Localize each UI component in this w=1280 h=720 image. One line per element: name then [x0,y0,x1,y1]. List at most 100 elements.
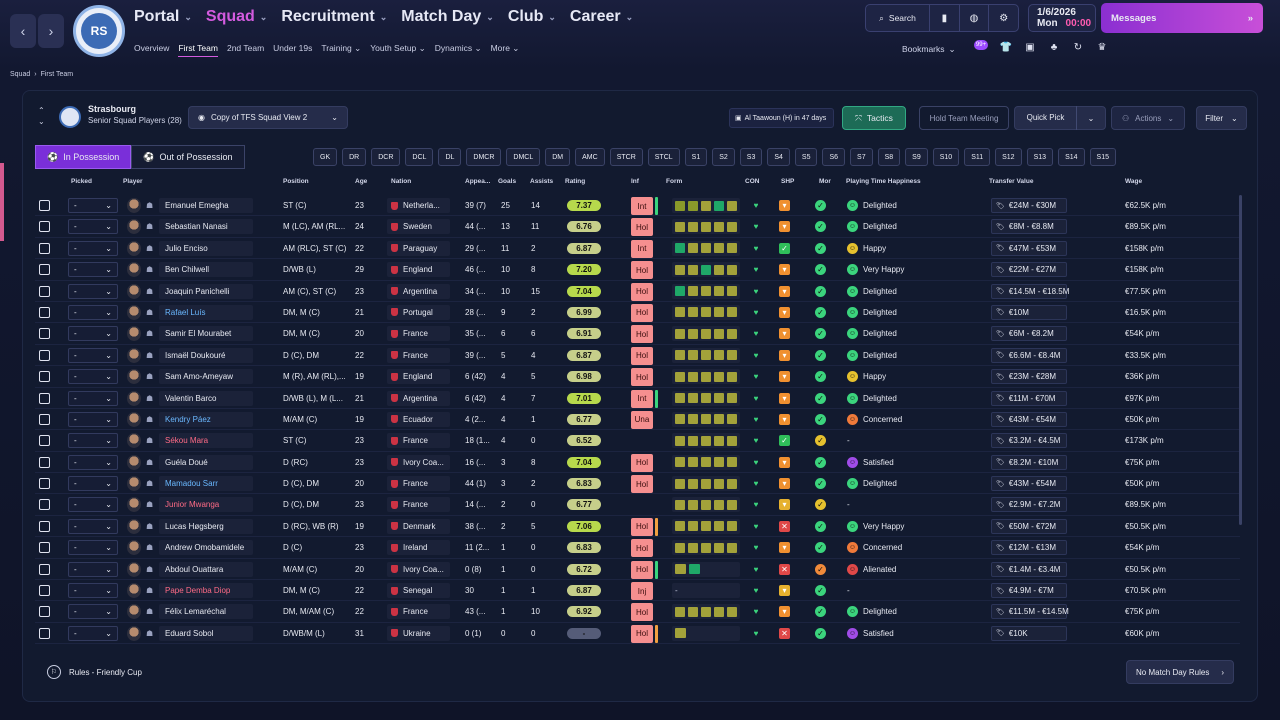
player-nation[interactable]: Sweden [387,219,450,235]
player-nation[interactable]: Senegal [387,583,450,599]
transfer-value[interactable]: 🏷 €23M - €28M [991,369,1067,385]
player-name[interactable]: Joaquin Panichelli [159,283,253,299]
position-slot-s4[interactable]: S4 [767,148,790,166]
transfer-value[interactable]: 🏷 €8M - €8.8M [991,219,1067,235]
player-nation[interactable]: Portugal [387,304,450,320]
col-rating[interactable]: Rating [565,178,586,185]
trophy-icon[interactable]: ♛ [1097,41,1107,53]
nav-recruitment[interactable]: Recruitment ⌄ [281,8,387,26]
select-checkbox[interactable] [39,221,50,233]
picked-dropdown[interactable]: - ⌄ [68,219,118,235]
transfer-value[interactable]: 🏷 €47M - €53M [991,240,1067,256]
filter-button[interactable]: Filter ⌄ [1196,106,1247,130]
position-slot-s13[interactable]: S13 [1026,148,1054,166]
nav-club[interactable]: Club ⌄ [508,8,556,26]
settings-button[interactable]: ⚙ [989,5,1018,31]
breadcrumb-first-team[interactable]: First Team [40,71,74,78]
picked-dropdown[interactable]: - ⌄ [68,411,118,427]
col-nation[interactable]: Nation [391,178,412,185]
player-name[interactable]: Rafael Luís [159,304,253,320]
nav-career[interactable]: Career ⌄ [570,8,633,26]
position-slot-dr[interactable]: DR [342,148,367,166]
picked-dropdown[interactable]: - ⌄ [68,583,118,599]
select-checkbox[interactable] [39,478,50,490]
subnav-2nd-team[interactable]: 2nd Team [227,43,264,57]
col-picked[interactable]: Picked [71,178,92,185]
table-row[interactable]: - ⌄ ☗ Guéla Doué D (RC) 23 Ivory Coa... 16 (...… [35,452,1240,474]
col-con[interactable]: CON [745,178,760,185]
player-name[interactable]: Sebastian Nanasi [159,219,253,235]
in-possession-tab[interactable]: ⚽ In Possession [35,145,132,169]
player-name[interactable]: Félix Lemaréchal [159,604,253,620]
picked-dropdown[interactable]: - ⌄ [68,369,118,385]
col-mor[interactable]: Mor [819,178,831,185]
player-nation[interactable]: France [387,476,450,492]
picked-dropdown[interactable]: - ⌄ [68,454,118,470]
transfer-value[interactable]: 🏷 €12M - €13M [991,540,1067,556]
position-slot-s2[interactable]: S2 [712,148,735,166]
quick-pick-button[interactable]: Quick Pick ⌄ [1014,106,1106,130]
table-row[interactable]: - ⌄ ☗ Emanuel Emegha ST (C) 23 Netherla... 39 (… [35,195,1240,217]
subnav-more[interactable]: More ⌄ [491,43,520,57]
player-nation[interactable]: England [387,369,450,385]
notification-badge[interactable]: 99+ [974,40,988,50]
select-checkbox[interactable] [39,242,50,254]
breadcrumb-squad[interactable]: Squad [10,71,31,78]
transfer-value[interactable]: 🏷 €10M [991,304,1067,320]
back-button[interactable]: ‹ [10,14,36,48]
table-row[interactable]: - ⌄ ☗ Félix Lemaréchal DM, M/AM (C) 22 France 4… [35,601,1240,623]
position-slot-s10[interactable]: S10 [932,148,960,166]
picked-dropdown[interactable]: - ⌄ [68,283,118,299]
table-row[interactable]: - ⌄ ☗ Lucas Høgsberg D (RC), WB (R) 19 Denmark… [35,516,1240,538]
player-nation[interactable]: Ivory Coa... [387,561,450,577]
col-inf[interactable]: Inf [631,178,639,185]
player-nation[interactable]: France [387,604,450,620]
player-name[interactable]: Guéla Doué [159,454,253,470]
globe-button[interactable]: ◍ [960,5,990,31]
select-checkbox[interactable] [39,413,50,425]
transfer-value[interactable]: 🏷 €11.5M - €14.5M [991,604,1069,620]
position-slot-s7[interactable]: S7 [850,148,873,166]
staff-icon[interactable]: ♣ [1050,41,1058,53]
player-nation[interactable]: Argentina [387,283,450,299]
player-name[interactable]: Mamadou Sarr [159,476,253,492]
player-nation[interactable]: Netherla... [387,198,450,213]
picked-dropdown[interactable]: - ⌄ [68,304,118,320]
picked-dropdown[interactable]: - ⌄ [68,198,118,213]
transfer-value[interactable]: 🏷 €22M - €27M [991,262,1067,278]
picked-dropdown[interactable]: - ⌄ [68,561,118,577]
table-row[interactable]: - ⌄ ☗ Sam Amo-Ameyaw M (R), AM (RL),... 19 Eng… [35,366,1240,388]
col-shp[interactable]: SHP [781,178,795,185]
picked-dropdown[interactable]: - ⌄ [68,625,118,641]
position-slot-s9[interactable]: S9 [905,148,928,166]
bookmark-button[interactable]: ▮ [930,5,960,31]
select-checkbox[interactable] [39,520,50,532]
transfer-value[interactable]: 🏷 €2.9M - €7.2M [991,497,1067,513]
player-nation[interactable]: Paraguay [387,240,450,256]
transfer-value[interactable]: 🏷 €8.2M - €10M [991,454,1067,470]
side-tab[interactable] [0,163,4,241]
select-checkbox[interactable] [39,456,50,468]
player-name[interactable]: Samir El Mourabet [159,326,253,342]
player-name[interactable]: Eduard Sobol [159,625,253,641]
search-button[interactable]: ⌕ Search [866,5,930,31]
position-slot-s8[interactable]: S8 [877,148,901,166]
actions-button[interactable]: ⚇ Actions ⌄ [1111,106,1185,130]
select-checkbox[interactable] [39,627,50,639]
rules-info[interactable]: ⚐ Rules - Friendly Cup [47,665,142,679]
col-apps[interactable]: Appea... [465,178,491,185]
picked-dropdown[interactable]: - ⌄ [68,476,118,492]
position-slot-dl[interactable]: DL [438,148,462,166]
picked-dropdown[interactable]: - ⌄ [68,262,118,278]
club-crest[interactable]: RS [73,5,125,57]
col-age[interactable]: Age [355,178,368,185]
select-checkbox[interactable] [39,499,50,511]
player-name[interactable]: Kendry Páez [159,411,253,427]
picked-dropdown[interactable]: - ⌄ [68,240,118,256]
position-slot-s6[interactable]: S6 [822,148,846,166]
select-checkbox[interactable] [39,328,50,340]
table-row[interactable]: - ⌄ ☗ Kendry Páez M/AM (C) 19 Ecuador 4 (2... 4 1… [35,409,1240,431]
transfer-value[interactable]: 🏷 €1.4M - €3.4M [991,561,1067,577]
position-slot-stcl[interactable]: STCL [647,148,680,166]
player-name[interactable]: Ismaël Doukouré [159,347,253,363]
